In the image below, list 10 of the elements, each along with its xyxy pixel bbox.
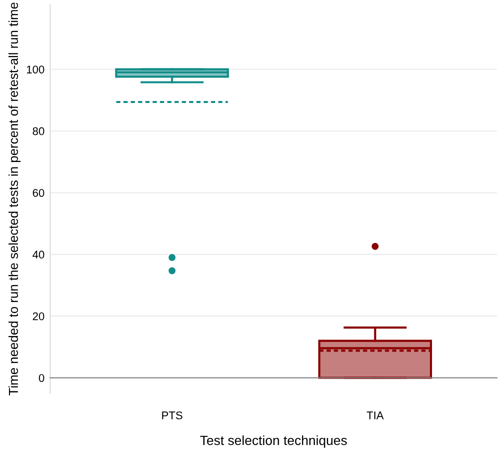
x-tick-label: PTS xyxy=(162,411,182,420)
y-tick-label: 40 xyxy=(32,250,44,259)
y-tick-label: 60 xyxy=(32,188,44,197)
x-axis-title: Test selection techniques xyxy=(200,435,347,448)
y-tick-label: 20 xyxy=(32,312,44,320)
y-tick-label: 0 xyxy=(38,374,44,382)
y-tick-label: 100 xyxy=(26,66,44,74)
y-axis-title: Time needed to run the selected tests in percent of retest-all run time xyxy=(8,2,21,396)
x-tick-label: TIA xyxy=(366,412,384,420)
y-tick-label: 80 xyxy=(32,127,44,136)
